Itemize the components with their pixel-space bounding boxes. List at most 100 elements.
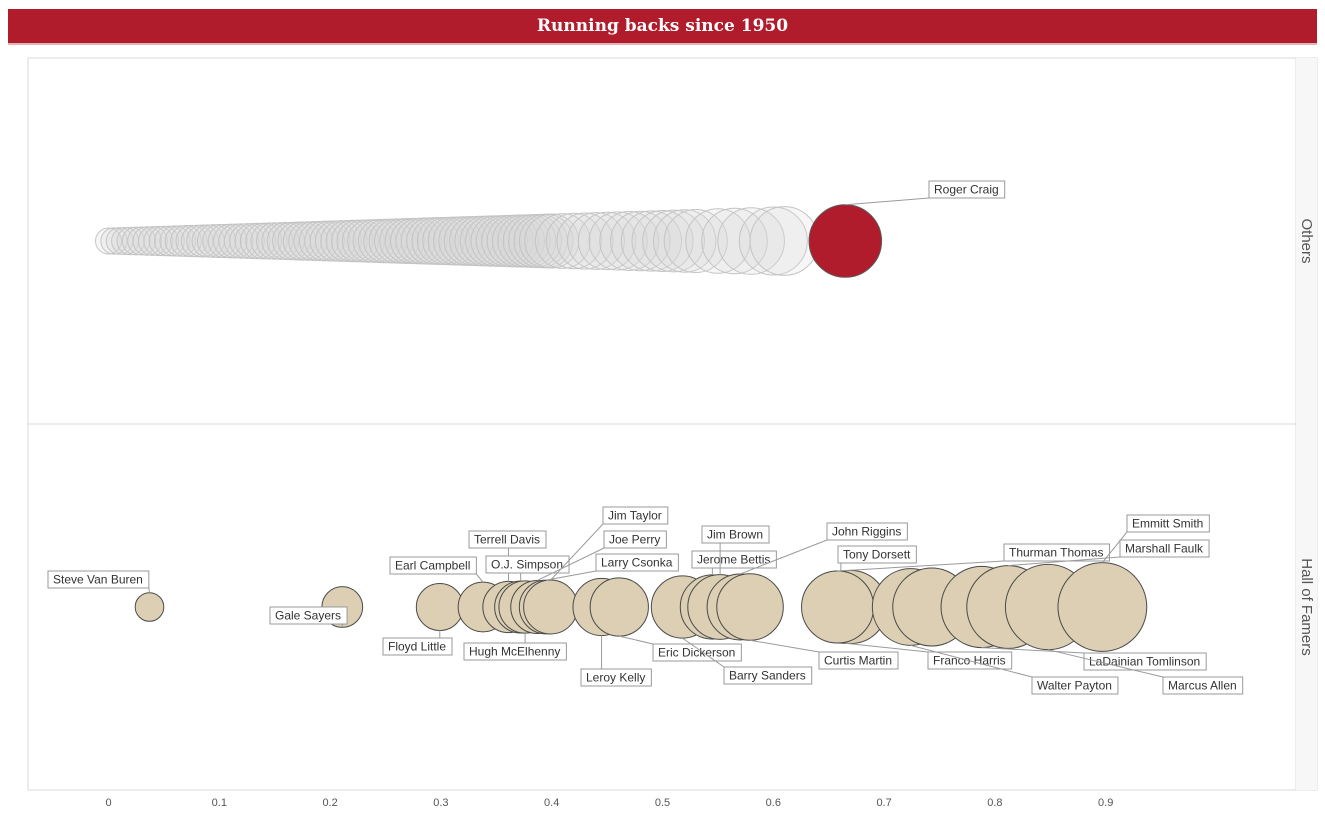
svg-text:Jim Taylor: Jim Taylor	[608, 509, 662, 523]
label-tony-dorsett: Tony Dorsett	[837, 545, 917, 571]
svg-text:Barry Sanders: Barry Sanders	[729, 669, 806, 683]
x-tick-label: 0.7	[876, 797, 891, 809]
others-bubble	[218, 223, 254, 259]
label-floyd-little: Floyd Little	[382, 630, 453, 656]
label-gale-sayers: Gale Sayers	[269, 606, 348, 628]
label-barry-sanders: Barry Sanders	[682, 637, 813, 685]
label-jim-brown: Jim Brown	[701, 525, 770, 575]
label-terrell-davis: Terrell Davis	[468, 530, 547, 582]
x-tick-label: 0.6	[766, 797, 781, 809]
others-bubble	[261, 222, 300, 260]
bubble-eric-dickerson	[589, 577, 649, 637]
plot-frame	[27, 57, 1318, 791]
label-eric-dickerson: Eric Dickerson	[619, 635, 742, 662]
hall-of-famers-bubbles	[134, 562, 1148, 652]
facet-label-hall-of-famers: Hall of Famers	[1298, 558, 1315, 656]
others-bubble	[331, 219, 374, 263]
svg-text:Jim Brown: Jim Brown	[707, 528, 763, 542]
others-bubble	[239, 222, 277, 260]
x-tick-label: 0.4	[544, 797, 559, 809]
others-bubble	[95, 227, 122, 255]
bubble-extra2	[1057, 562, 1148, 652]
x-axis: 0 0.1 0.2 0.3 0.4 0.5 0.6 0.7 0.8 0.9	[105, 797, 1113, 809]
others-bubbles	[95, 204, 883, 278]
others-bubble	[245, 222, 283, 260]
label-earl-campbell: Earl Campbell	[389, 556, 484, 583]
others-bubble	[642, 209, 705, 273]
chart-title: Running backs since 1950	[8, 9, 1317, 45]
svg-text:Tony Dorsett: Tony Dorsett	[843, 548, 911, 562]
svg-text:Joe Perry: Joe Perry	[609, 533, 660, 547]
svg-text:John Riggins: John Riggins	[832, 525, 901, 539]
bubble-curtis-martin	[716, 573, 784, 641]
bubble-jim-taylor	[523, 579, 579, 635]
others-bubble	[314, 220, 357, 262]
x-tick-label: 0.1	[212, 797, 227, 809]
svg-text:Emmitt Smith: Emmitt Smith	[1132, 517, 1203, 531]
others-bubble	[309, 220, 351, 262]
others-bubble	[250, 222, 288, 260]
others-bubble	[701, 207, 768, 275]
svg-text:Walter Payton: Walter Payton	[1037, 679, 1112, 693]
others-bubble	[717, 207, 785, 275]
svg-text:Thurman Thomas: Thurman Thomas	[1009, 546, 1103, 560]
x-tick-label: 0.5	[655, 797, 670, 809]
x-tick-label: 0.3	[433, 797, 448, 809]
label-curtis-martin: Curtis Martin	[749, 639, 899, 670]
others-bubble	[336, 219, 380, 263]
svg-text:Terrell Davis: Terrell Davis	[474, 533, 540, 547]
others-bubble	[255, 222, 294, 260]
others-bubble	[652, 209, 717, 273]
label-hugh-mcelhenny: Hugh McElhenny	[463, 633, 567, 661]
svg-text:Floyd Little: Floyd Little	[388, 640, 446, 654]
others-bubble	[325, 219, 368, 263]
bubble-roger-craig	[808, 204, 883, 278]
others-bubble	[373, 218, 420, 264]
label-emmitt-smith: Emmitt Smith	[1101, 514, 1210, 563]
svg-text:Jerome Bettis: Jerome Bettis	[697, 553, 770, 567]
x-tick-label: 0	[105, 797, 111, 809]
label-steve-van-buren: Steve Van Buren	[47, 570, 150, 593]
others-bubble	[207, 223, 243, 259]
x-tick-label: 0.2	[322, 797, 337, 809]
label-marcus-allen: Marcus Allen	[1047, 649, 1244, 695]
bubble-steve-van-buren	[134, 592, 165, 622]
svg-text:Roger Craig: Roger Craig	[934, 183, 999, 197]
others-bubble	[223, 223, 260, 259]
svg-text:Curtis Martin: Curtis Martin	[824, 654, 892, 668]
x-tick-label: 0.8	[987, 797, 1002, 809]
label-john-riggins: John Riggins	[739, 522, 908, 575]
others-bubble	[379, 218, 425, 264]
others-bubble	[738, 206, 808, 276]
others-bubble	[234, 222, 271, 260]
bubble-walter-payton	[801, 570, 875, 644]
others-bubble	[663, 208, 728, 274]
svg-text:Marshall Faulk: Marshall Faulk	[1125, 542, 1204, 556]
svg-text:Larry Csonka: Larry Csonka	[601, 556, 673, 570]
label-walter-payton: Walter Payton	[910, 644, 1119, 695]
label-larry-csonka: Larry Csonka	[546, 553, 679, 581]
others-bubble	[213, 223, 248, 259]
svg-text:Hugh McElhenny: Hugh McElhenny	[469, 645, 560, 659]
label-ladainian-tomlinson: LaDainian Tomlinson	[981, 647, 1207, 671]
svg-text:Steve Van Buren: Steve Van Buren	[53, 573, 143, 587]
svg-text:Leroy Kelly: Leroy Kelly	[586, 671, 645, 685]
svg-text:Earl Campbell: Earl Campbell	[395, 559, 470, 573]
player-labels: Roger Craig Steve Van Buren Gale Sayers Flo…	[47, 180, 1244, 695]
label-joe-perry: Joe Perry	[537, 530, 667, 581]
facet-label-others: Others	[1298, 218, 1315, 263]
bubble-floyd-little	[415, 583, 464, 631]
label-jim-taylor: Jim Taylor	[550, 506, 669, 581]
label-thurman-thomas: Thurman Thomas	[837, 543, 1110, 572]
others-bubble	[320, 220, 363, 262]
svg-text:O.J. Simpson: O.J. Simpson	[491, 558, 563, 572]
svg-text:Gale Sayers: Gale Sayers	[275, 609, 341, 623]
label-roger-craig: Roger Craig	[845, 180, 1006, 206]
svg-text:Eric Dickerson: Eric Dickerson	[658, 646, 735, 660]
label-leroy-kelly: Leroy Kelly	[580, 635, 652, 687]
others-bubble	[534, 213, 591, 269]
others-bubble	[282, 221, 323, 261]
others-bubble	[749, 206, 820, 276]
x-tick-label: 0.9	[1098, 797, 1113, 809]
